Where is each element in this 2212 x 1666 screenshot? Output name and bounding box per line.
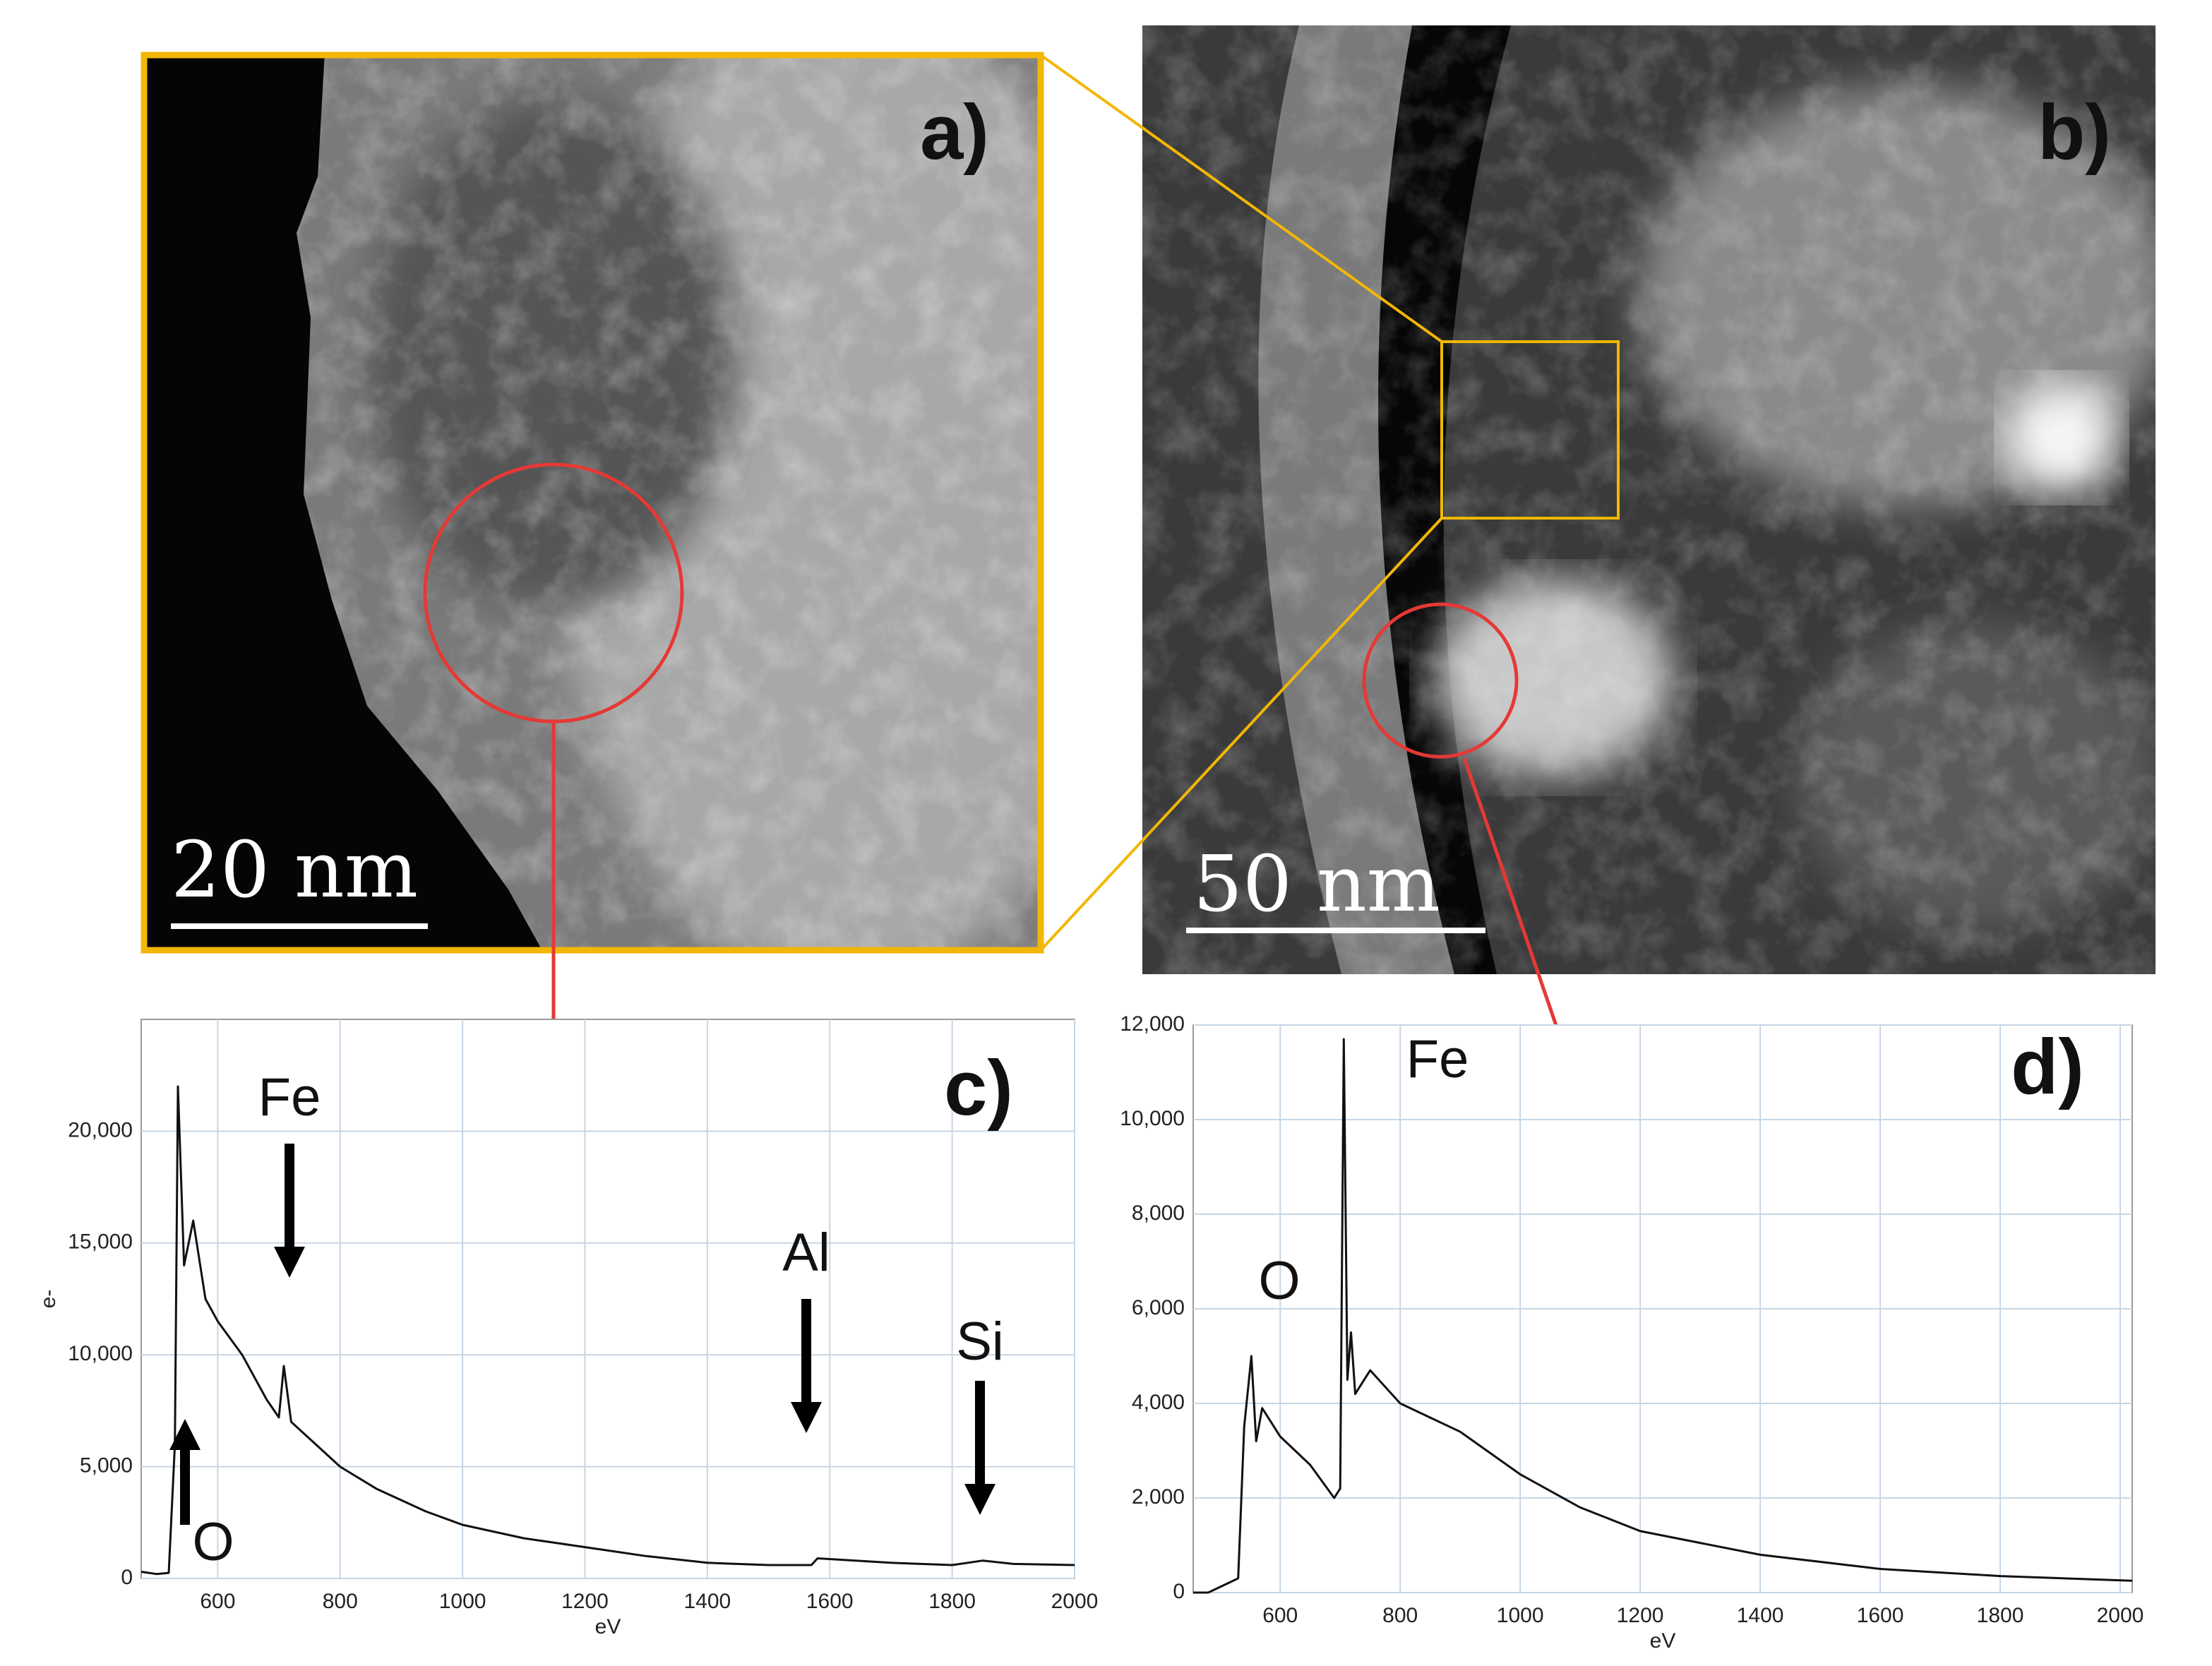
annotation: Al <box>782 1223 830 1283</box>
annotation: Si <box>956 1312 1004 1372</box>
y-axis-label: e- <box>37 1290 60 1309</box>
region-circle <box>1362 602 1519 759</box>
x-tick-label: 1800 <box>1977 1604 2024 1627</box>
y-tick-label: 12,000 <box>1120 1012 1185 1036</box>
x-tick-label: 1800 <box>928 1590 976 1613</box>
plot-area <box>141 1019 1075 1579</box>
x-tick-label: 1600 <box>806 1590 854 1613</box>
arrow-head <box>964 1484 996 1515</box>
arrow-head <box>274 1247 305 1278</box>
zoom-box <box>1440 340 1620 520</box>
zoom-frame <box>141 52 1044 954</box>
panel-label: b) <box>2038 89 2111 176</box>
x-tick-label: 600 <box>200 1590 235 1613</box>
annotation: O <box>192 1512 234 1572</box>
spectrum-line <box>1193 1038 2133 1594</box>
x-axis-label: eV <box>595 1615 621 1638</box>
annotation: Fe <box>1406 1029 1469 1089</box>
x-tick-label: 1400 <box>1737 1604 1784 1627</box>
spectrum-line <box>141 1085 1075 1576</box>
arrow-head <box>791 1402 822 1433</box>
scale-label: 20 nm <box>171 825 418 915</box>
zoom-line <box>1039 54 1443 343</box>
micrograph-a <box>141 52 1044 953</box>
y-tick-label: 2,000 <box>1132 1485 1185 1509</box>
y-tick-label: 20,000 <box>68 1118 133 1141</box>
y-tick-label: 10,000 <box>68 1342 133 1365</box>
x-tick-label: 1000 <box>1497 1604 1544 1627</box>
x-tick-label: 2000 <box>2097 1604 2144 1627</box>
y-tick-label: 4,000 <box>1132 1391 1185 1414</box>
x-tick-label: 1200 <box>561 1590 609 1613</box>
x-tick-label: 1600 <box>1857 1604 1904 1627</box>
y-tick-label: 5,000 <box>80 1454 133 1478</box>
panel-label: c) <box>944 1045 1013 1132</box>
x-tick-label: 1200 <box>1617 1604 1664 1627</box>
y-tick-label: 10,000 <box>1120 1107 1185 1130</box>
x-tick-label: 1000 <box>439 1590 486 1613</box>
annotation: O <box>1258 1251 1300 1311</box>
x-tick-label: 800 <box>1382 1604 1418 1627</box>
y-tick-label: 8,000 <box>1132 1201 1185 1225</box>
panel-label: d) <box>2011 1024 2084 1110</box>
panel-label: a) <box>920 89 989 176</box>
x-tick-label: 1400 <box>683 1590 731 1613</box>
x-tick-label: 2000 <box>1051 1590 1099 1613</box>
x-tick-label: 800 <box>323 1590 358 1613</box>
y-tick-label: 15,000 <box>68 1230 133 1254</box>
y-tick-label: 0 <box>1173 1580 1185 1603</box>
y-tick-label: 0 <box>121 1566 133 1589</box>
y-tick-label: 6,000 <box>1132 1296 1185 1319</box>
annotation: Fe <box>258 1067 321 1127</box>
zoom-line <box>1039 517 1443 952</box>
scale-label: 50 nm <box>1193 839 1440 929</box>
x-tick-label: 600 <box>1262 1604 1298 1627</box>
micrograph-b <box>1142 25 2156 974</box>
x-axis-label: eV <box>1650 1629 1676 1653</box>
arrow-head <box>169 1419 201 1450</box>
